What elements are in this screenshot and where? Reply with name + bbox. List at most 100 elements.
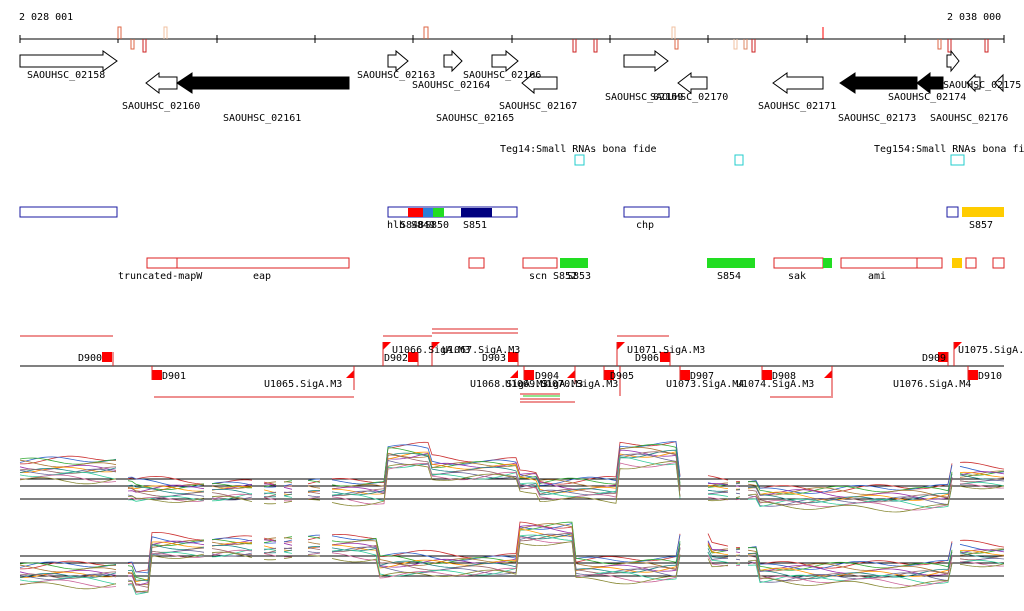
gene-arrow[interactable] [19,50,118,72]
gene-arrow[interactable] [966,73,981,93]
promoter-marker[interactable] [524,370,534,380]
srna-box[interactable] [574,154,585,166]
feature-box[interactable] [522,257,558,269]
segment-box[interactable] [387,206,518,218]
segment-label: S851 [463,220,487,231]
promoter-flag[interactable] [510,370,518,378]
gene-label: SAOUHSC_02161 [223,113,301,124]
feature-box[interactable] [916,257,943,269]
segment-block[interactable] [423,208,433,217]
promoter-flag[interactable] [954,342,962,350]
gene-label: SAOUHSC_02165 [436,113,514,124]
feature-box[interactable] [965,257,977,269]
promoter-flag[interactable] [968,370,976,378]
feature-block[interactable] [707,258,755,268]
promoter-label: U1075.SigA.M3 [958,345,1024,356]
promoter-marker[interactable] [660,352,670,362]
ruler-marks [117,26,989,53]
expression-profile-line [19,534,1005,595]
feature-box[interactable] [840,257,918,269]
gene-arrow[interactable] [387,49,409,73]
promoter-marker[interactable] [508,352,518,362]
promoter-label: D902 [384,353,408,364]
promoter-label: D909 [922,353,946,364]
gene-arrow[interactable] [994,73,1004,93]
feature-label: scn [529,271,547,282]
gene-arrow-solid[interactable] [839,72,918,94]
feature-box[interactable] [146,257,178,269]
gene-arrow[interactable] [521,71,558,95]
feature-block[interactable] [952,258,962,268]
promoter-marker[interactable] [938,352,948,362]
gene-arrow[interactable] [677,71,708,95]
segment-label: S849 [411,220,435,231]
promoter-flag[interactable] [346,370,354,378]
promoter-label: D907 [690,371,714,382]
promoter-marker[interactable] [408,352,418,362]
promoter-marker[interactable] [152,370,162,380]
promoter-marker[interactable] [680,370,690,380]
promoter-label: U1065.SigA.M3 [264,379,342,390]
gene-label: SAOUHSC_02160 [122,101,200,112]
promoter-track: D900 D901 U1065.SigA.M3 D902 U1066.SigA.… [20,328,1024,403]
gene-arrow[interactable] [623,49,669,73]
segment-box[interactable] [623,206,670,218]
feature-box[interactable] [176,257,350,269]
feature-label: eap [253,271,271,282]
promoter-flag[interactable] [432,342,440,350]
small-rna-track: Teg14:Small RNAs bona fide Teg154:Small … [500,144,1024,166]
segment-block[interactable] [408,208,423,217]
expression-track-2 [19,521,1005,595]
segment-block[interactable] [962,207,1004,217]
srna-box[interactable] [734,154,744,166]
gene-label: SAOUHSC_02175 [943,80,1021,91]
segment-box[interactable] [19,206,118,218]
gene-arrow-solid[interactable] [176,72,350,94]
promoter-marker[interactable] [102,352,112,362]
expression-profile-line [19,533,1005,582]
gene-arrow[interactable] [491,49,519,73]
promoter-flag[interactable] [617,342,625,350]
segment-track: hlb S848 S849 S850 S851 chp S857 [19,206,1004,231]
promoter-flag[interactable] [567,370,575,378]
promoter-flag[interactable] [824,370,832,378]
expression-profile-line [19,461,1005,511]
promoter-label: U1068.SigA.M3 [470,379,548,390]
scale-ruler [19,26,1005,53]
gene-arrow[interactable] [772,72,824,94]
segment-label: S857 [969,220,993,231]
gene-label: SAOUHSC_02166 [463,70,541,81]
feature-box[interactable] [773,257,824,269]
promoter-marker[interactable] [762,370,772,380]
gene-arrow[interactable] [946,49,960,73]
gene-label: SAOUHSC_02167 [499,101,577,112]
gene-track: SAOUHSC_02158 SAOUHSC_02160 SAOUHSC_0216… [19,49,1021,124]
feature-label: S853 [567,271,591,282]
gene-label: SAOUHSC_02170 [650,92,728,103]
promoter-marker[interactable] [604,370,614,380]
promoter-label: U1069.SigA.M3 [505,379,583,390]
promoter-label: U1074.SigA.M3 [736,379,814,390]
promoter-label: D900 [78,353,102,364]
expression-profile-line [20,441,1005,493]
feature-box[interactable] [992,257,1005,269]
gene-arrow[interactable] [145,71,178,95]
segment-label: S848 [400,220,424,231]
gene-label: SAOUHSC_02173 [838,113,916,124]
segment-block[interactable] [461,208,492,217]
promoter-flag[interactable] [383,342,391,350]
segment-label: hlb [387,220,405,231]
gene-label: SAOUHSC_02174 [888,92,966,103]
segment-block[interactable] [433,208,444,217]
gene-label: SAOUHSC_02176 [930,113,1008,124]
segment-box[interactable] [946,206,959,218]
expression-profile-line [19,461,1005,513]
feature-block[interactable] [823,258,832,268]
srna-box[interactable] [950,154,965,166]
feature-block[interactable] [560,258,588,268]
gene-arrow-solid[interactable] [916,71,944,95]
gene-label: SAOUHSC_02164 [412,80,490,91]
feature-box[interactable] [468,257,485,269]
gene-arrow[interactable] [443,49,463,73]
